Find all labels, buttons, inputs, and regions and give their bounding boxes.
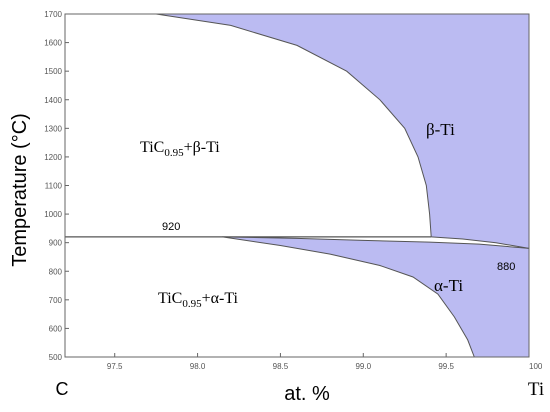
y-tick-label: 1300 [44,124,62,133]
x-tick-label: 99.0 [355,362,371,371]
y-tick-label: 800 [49,267,63,276]
alpha-transus-line [222,236,530,249]
x-tick-label: 100 [529,362,543,371]
y-tick-label: 1100 [45,182,63,191]
y-tick-label: 1200 [44,153,62,162]
y-tick-label: 1700 [44,10,62,19]
label-beta-ti: β-Ti [426,120,455,139]
y-tick-label: 1400 [44,96,62,105]
label-alpha-ti: α-Ti [434,276,463,295]
y-tick-label: 600 [49,324,63,333]
alpha-solvus-line [222,236,475,358]
x-tick-label: 97.5 [107,362,123,371]
x-tick-label: 99.5 [438,362,454,371]
y-tick-label: 1500 [44,67,62,76]
x-tick-label: 98.5 [273,362,289,371]
y-tick-label: 1600 [44,39,62,48]
beta-ti-region [156,14,529,249]
x-axis-left-element: C [56,379,69,399]
phase-regions [156,14,529,357]
y-tick-label: 900 [49,239,63,248]
alpha-ti-region [222,236,529,357]
beta-solvus-line [156,13,432,237]
y-tick-label: 500 [49,353,63,362]
annotation-880: 880 [497,261,515,273]
y-axis-label: Temperature (°C) [9,113,31,267]
y-tick-label: 1000 [44,210,62,219]
phase-boundaries [65,13,530,358]
annotation-920: 920 [162,221,180,233]
beta-transus-line [431,236,530,249]
y-tick-label: 700 [49,296,63,305]
y-axis-ticks: 500 600 700 800 900 1000 1100 1200 1300 1400 1500 1… [44,10,69,362]
x-axis-label: at. % [284,383,330,405]
label-tic-alpha-ti: TiC0.95+α-Ti [158,290,239,310]
x-tick-label: 98.0 [190,362,206,371]
x-axis-right-element: Ti [528,379,544,400]
label-tic-beta-ti: TiC0.95+β-Ti [140,139,220,159]
x-axis-ticks: 97.5 98.0 98.5 99.0 99.5 100 [107,353,543,371]
